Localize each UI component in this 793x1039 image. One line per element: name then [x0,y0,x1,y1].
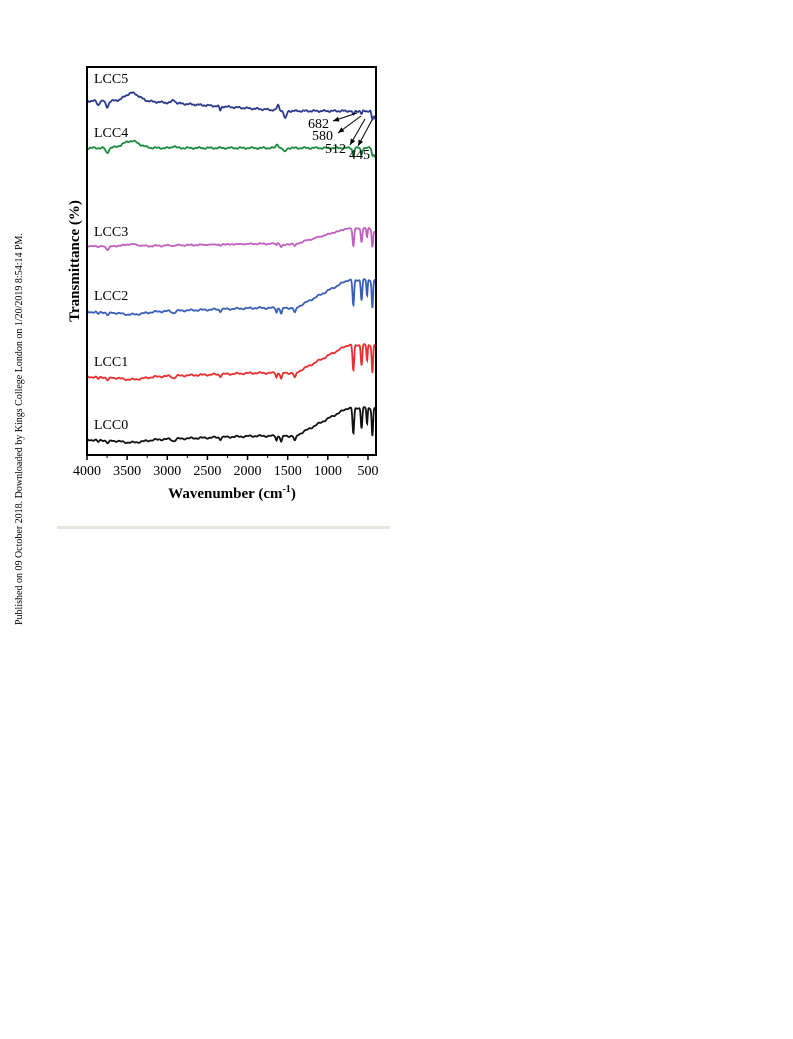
series-label-lcc0: LCC0 [94,418,128,433]
series-line-lcc1 [86,343,377,382]
peak-label: 445 [349,148,370,163]
peak-label: 580 [312,129,333,144]
x-tick-label: 1500 [274,464,302,479]
peak-label: 682 [308,117,329,132]
x-tick-label: 1000 [314,464,342,479]
series-label-lcc4: LCC4 [94,126,128,141]
arrow-head [333,116,340,122]
peak-label: 512 [325,142,346,157]
x-tick-label: 4000 [73,464,101,479]
x-tick-label: 3000 [153,464,181,479]
series-line-lcc3 [86,226,377,252]
x-axis-title: Wavenumber (cm-1) [168,484,296,502]
arrow-head [350,138,356,145]
spectra-curves [86,91,377,445]
x-tick-label: 2500 [193,464,221,479]
x-tick-label: 2000 [234,464,262,479]
y-axis-title: Transmittance (%) [67,200,83,322]
series-line-lcc2 [86,278,377,317]
plot-frame [86,66,377,456]
arrow-head [358,139,364,146]
arrow-head [338,127,345,133]
series-label-lcc1: LCC1 [94,355,128,370]
x-axis-ticks: 4000 3500 3000 2500 2000 1500 1000 500 [73,455,378,479]
series-labels: LCC0 LCC1 LCC2 LCC3 LCC4 LCC5 [94,72,128,433]
series-label-lcc5: LCC5 [94,72,128,87]
x-tick-label: 3500 [113,464,141,479]
series-label-lcc2: LCC2 [94,289,128,304]
x-tick-label: 500 [357,464,378,479]
series-line-lcc0 [86,406,377,445]
divider [57,526,390,529]
series-line-lcc4 [86,139,377,159]
series-label-lcc3: LCC3 [94,225,128,240]
series-line-lcc5 [87,91,377,121]
